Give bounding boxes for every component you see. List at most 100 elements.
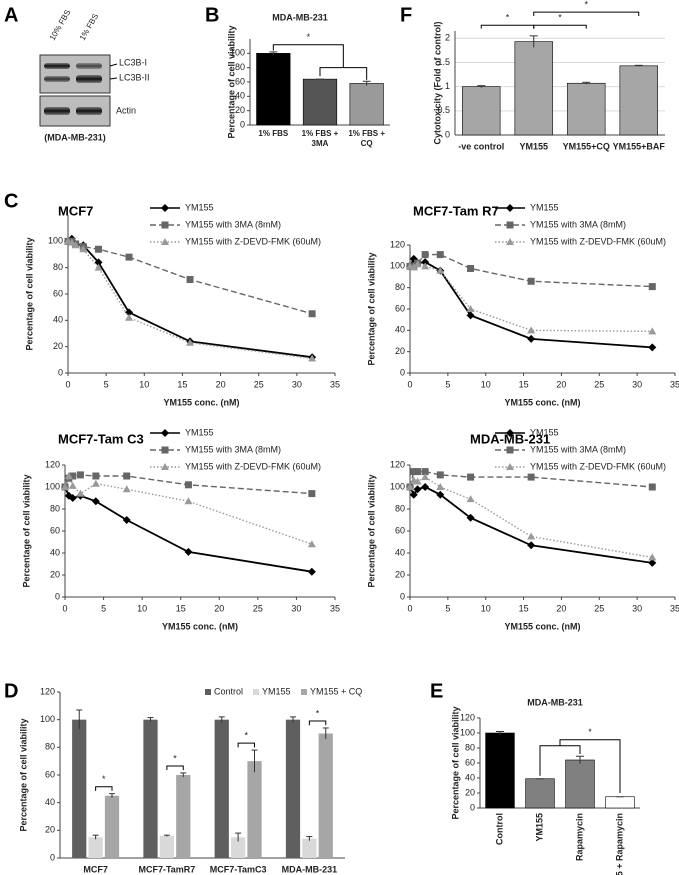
y-tick-label: 100 — [390, 481, 405, 491]
y-tick-label: 80 — [395, 282, 405, 292]
marker — [466, 513, 475, 522]
loading-label: Actin — [116, 105, 136, 115]
legend-label: YM155 with 3MA (8mM) — [185, 219, 281, 229]
marker — [648, 343, 657, 352]
marker — [186, 338, 195, 346]
lane-label: 10% FBS — [48, 8, 73, 42]
bar — [619, 65, 658, 136]
y-tick-label: 60 — [395, 303, 405, 313]
significance-bracket — [237, 742, 256, 748]
significance-mark: * — [588, 727, 592, 737]
blot-band — [76, 63, 102, 69]
marker — [76, 489, 85, 497]
significance-bracket — [480, 24, 535, 29]
x-tick-label: 25 — [253, 603, 263, 613]
y-axis-label: Cytotoxicity (Fold of control) — [432, 22, 442, 145]
y-tick-label: 0 — [58, 367, 63, 377]
legend-label: YM155 with Z-DEVD-FMK (60uM) — [530, 461, 666, 471]
y-tick-label: 100 — [390, 261, 405, 271]
x-tick-label: 30 — [292, 379, 302, 389]
marker — [648, 558, 657, 567]
x-tick-label: 35 — [670, 603, 679, 613]
y-axis-label: Percentage of cell viability — [366, 252, 376, 365]
x-tick-label: YM155 + Rapamycin — [614, 813, 624, 875]
x-tick-label: 0 — [407, 603, 412, 613]
x-tick-label: MCF7-TamC3 — [210, 864, 267, 874]
significance-bracket — [533, 24, 587, 29]
y-tick-label: 120 — [460, 712, 475, 722]
chart-title: MCF7 — [58, 203, 93, 218]
marker — [184, 497, 193, 505]
x-axis-label: YM155 conc. (nM) — [504, 621, 580, 631]
marker — [527, 541, 536, 550]
legend-label: YM155 with Z-DEVD-FMK (60uM) — [185, 461, 321, 471]
marker — [307, 540, 316, 548]
bar — [143, 719, 158, 858]
y-tick-label: 20 — [45, 825, 55, 835]
panel-letter: A — [4, 4, 18, 26]
marker — [413, 485, 422, 494]
series-line — [409, 257, 653, 349]
significance-mark: * — [307, 32, 311, 42]
blot-band — [76, 107, 102, 115]
x-tick-label: 5 — [101, 603, 106, 613]
significance-bracket — [272, 44, 344, 68]
y-axis-label: Percentage of cell viability — [450, 706, 460, 819]
y-tick-label: 40 — [53, 315, 63, 325]
chart: F Cytotoxicity (Fold of control) 0 0.5 1 1.5 2… — [400, 0, 665, 151]
bar — [525, 778, 555, 809]
x-tick-label: Control — [494, 813, 504, 845]
bar — [231, 837, 246, 858]
y-tick-label: 20 — [465, 787, 475, 797]
y-tick-label: 20 — [235, 105, 245, 115]
x-tick-label: YM155 — [534, 813, 544, 842]
y-tick-label: 40 — [235, 91, 245, 101]
marker — [184, 481, 192, 489]
bar — [104, 795, 120, 858]
marker — [466, 495, 475, 503]
marker — [186, 276, 194, 284]
x-tick-label: YM155+BAF — [613, 141, 666, 151]
marker — [413, 260, 422, 268]
panel-letter: E — [430, 680, 443, 702]
x-tick-label: 5 — [104, 379, 109, 389]
marker — [527, 532, 536, 540]
x-tick-label: 1% FBS — [258, 129, 289, 138]
series-line — [409, 263, 653, 333]
chart: MCF7-Tam C3 Percentage of cell viability 0… — [21, 427, 340, 631]
legend-swatch — [301, 689, 307, 695]
blot-band — [44, 76, 70, 82]
marker — [414, 468, 422, 476]
panel-letter: F — [400, 4, 412, 26]
legend-label: Control — [214, 686, 243, 696]
band-label: LC3B-I — [119, 57, 147, 67]
y-tick-label: 100 — [40, 714, 55, 724]
legend-marker — [161, 238, 169, 245]
x-tick-label: 0 — [65, 379, 70, 389]
y-tick-label: 0 — [400, 367, 405, 377]
marker — [406, 483, 414, 490]
marker — [92, 472, 100, 480]
marker — [413, 477, 422, 485]
series-line — [64, 473, 313, 545]
marker — [122, 485, 131, 493]
marker — [307, 567, 316, 576]
lane-label: 1% FBS — [78, 12, 100, 42]
x-tick-label: 25 — [594, 603, 604, 613]
y-tick-label: 100 — [45, 481, 60, 491]
marker — [648, 483, 656, 491]
chart: B MDA-MB-231 Percentage of cell viability 0… — [205, 4, 390, 148]
significance-bracket — [308, 720, 327, 726]
chart-title: MDA-MB-231 — [527, 697, 583, 707]
marker — [410, 468, 418, 476]
marker — [122, 516, 131, 524]
blot-band — [76, 75, 102, 83]
legend-marker — [161, 463, 169, 470]
y-tick-label: 20 — [395, 569, 405, 579]
legend-label: YM155 with 3MA (8mM) — [530, 219, 626, 229]
x-tick-label: 30 — [291, 603, 301, 613]
marker — [91, 479, 100, 487]
y-tick-label: 1.5 — [437, 57, 450, 67]
marker — [436, 266, 445, 274]
